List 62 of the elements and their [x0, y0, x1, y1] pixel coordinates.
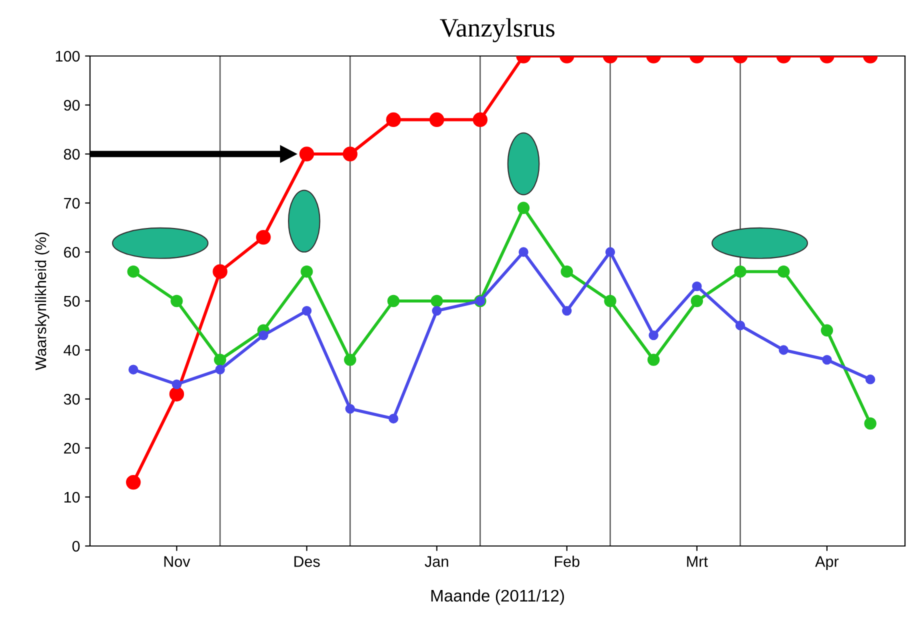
y-tick-label: 70	[64, 198, 80, 209]
point	[562, 306, 572, 316]
point	[778, 345, 788, 355]
point	[342, 146, 358, 162]
point	[128, 364, 138, 374]
y-tick-label: 60	[64, 246, 80, 258]
x-tick-label: Apr	[815, 556, 839, 570]
y-tick-label: 80	[64, 148, 80, 160]
point	[302, 306, 312, 316]
point	[692, 281, 702, 292]
point	[864, 417, 876, 430]
point	[822, 354, 832, 365]
point	[344, 354, 356, 366]
point	[690, 294, 704, 308]
point	[299, 146, 314, 162]
point	[256, 230, 271, 245]
point	[126, 474, 141, 490]
point	[214, 354, 226, 366]
y-axis-title: Waarskynlikheid (%)	[34, 232, 50, 370]
point	[127, 265, 140, 278]
point	[517, 202, 530, 214]
x-tick-label: Feb	[554, 556, 580, 567]
y-tick-label: 10	[64, 492, 80, 503]
point	[865, 374, 876, 384]
y-tick-label: 0	[72, 540, 80, 552]
point	[472, 112, 488, 128]
point	[820, 324, 834, 337]
y-tick-label: 40	[64, 344, 80, 356]
point	[387, 294, 400, 308]
y-tick-label: 50	[64, 296, 80, 307]
point	[605, 247, 616, 257]
point	[388, 414, 398, 424]
y-tick-label: 100	[56, 50, 80, 62]
point	[735, 320, 746, 330]
x-axis-title: Maande (2011/12)	[431, 589, 564, 605]
point	[169, 386, 184, 402]
point	[300, 265, 313, 278]
x-tick-label: Des	[294, 556, 320, 567]
point	[432, 306, 442, 316]
point	[430, 294, 443, 308]
point	[212, 264, 228, 279]
point	[170, 294, 183, 308]
point	[734, 265, 746, 278]
point	[647, 354, 660, 366]
point	[345, 404, 355, 414]
point	[560, 265, 573, 278]
point	[778, 265, 790, 278]
y-tick-label: 20	[64, 442, 80, 454]
point	[172, 379, 182, 390]
point	[429, 112, 444, 128]
point	[258, 330, 268, 340]
point	[386, 112, 401, 128]
point	[518, 247, 528, 257]
x-tick-label: Mrt	[687, 556, 708, 567]
point	[604, 294, 616, 308]
chart-title: Vanzylsrus	[440, 18, 554, 42]
x-tick-label: Jan	[424, 556, 448, 567]
point	[215, 364, 225, 374]
y-tick-label: 30	[64, 394, 80, 405]
y-tick-label: 90	[64, 100, 80, 111]
point	[648, 330, 658, 340]
x-tick-label: Nov	[164, 556, 190, 567]
